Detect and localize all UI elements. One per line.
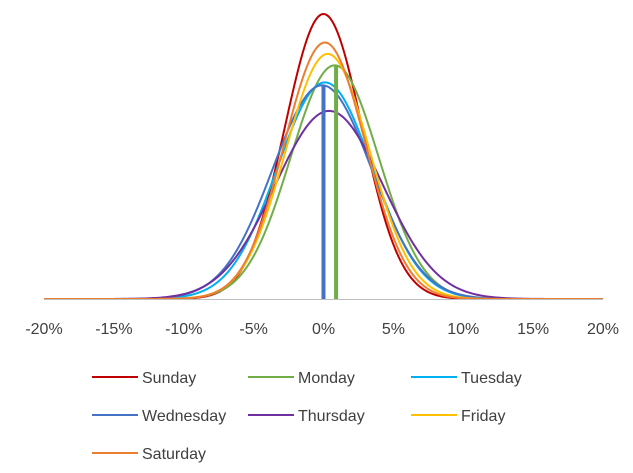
legend: Sunday Monday Tuesday Wednesday Thursday Frid…	[92, 370, 522, 463]
legend-label: Tuesday	[461, 370, 522, 387]
legend-label: Friday	[461, 408, 505, 425]
legend-label: Monday	[298, 370, 355, 387]
legend-item-wednesday: Wednesday	[92, 408, 226, 425]
x-tick-label: -20%	[25, 321, 62, 338]
legend-item-tuesday: Tuesday	[411, 370, 522, 387]
legend-label: Sunday	[142, 370, 196, 387]
legend-item-thursday: Thursday	[248, 408, 365, 425]
x-tick-label: 10%	[447, 321, 479, 338]
mean-markers	[321, 65, 339, 299]
x-axis-tick-labels: -20% -15% -10% -5% 0% 5% 10% 15% 20%	[25, 321, 619, 338]
x-tick-label: -15%	[95, 321, 132, 338]
x-tick-label: -5%	[239, 321, 267, 338]
x-tick-label: -10%	[165, 321, 202, 338]
legend-label: Saturday	[142, 446, 206, 463]
legend-item-saturday: Saturday	[92, 446, 206, 463]
series-line-saturday	[44, 41, 603, 300]
legend-item-sunday: Sunday	[92, 370, 196, 387]
legend-item-friday: Friday	[411, 408, 505, 425]
x-tick-label: 20%	[587, 321, 619, 338]
x-tick-label: 0%	[312, 321, 335, 338]
x-tick-label: 5%	[382, 321, 405, 338]
legend-label: Wednesday	[142, 408, 226, 425]
x-tick-label: 15%	[517, 321, 549, 338]
legend-item-monday: Monday	[248, 370, 355, 387]
legend-label: Thursday	[298, 408, 365, 425]
